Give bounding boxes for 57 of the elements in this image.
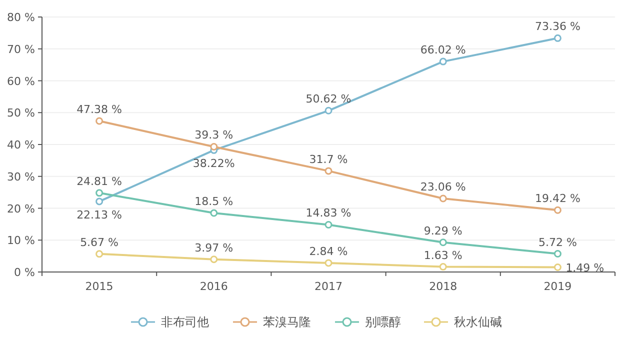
point [554, 34, 562, 42]
point [554, 264, 562, 271]
y-tick-label: 80 % [7, 11, 35, 24]
x-tick-label: 2015 [85, 280, 114, 293]
x-tick-label: 2016 [200, 280, 228, 293]
data-label: 14.83 % [306, 206, 352, 220]
y-tick-label: 20 % [7, 202, 35, 216]
point [210, 142, 218, 150]
legend-label: 别嘌醇 [365, 315, 401, 329]
data-label: 22.13 % [76, 208, 122, 222]
y-tick-label: 50 % [7, 106, 35, 120]
point [439, 194, 447, 202]
data-label: 1.49 % [566, 261, 604, 274]
data-label: 18.5 % [194, 195, 234, 208]
data-label: 38.22% [192, 157, 235, 170]
point [324, 167, 332, 175]
point [554, 250, 562, 258]
y-tick-label: 60 % [7, 74, 35, 88]
y-tick-label: 0 % [14, 266, 35, 279]
y-tick-label: 70 % [7, 42, 35, 56]
legend-label: 秋水仙碱 [454, 315, 502, 329]
data-label: 5.72 % [538, 236, 577, 249]
point [324, 106, 332, 114]
point [324, 220, 332, 228]
legend-label: 苯溴马隆 [263, 315, 311, 329]
data-label: 19.42 % [534, 192, 580, 206]
data-label: 31.7 % [309, 152, 348, 166]
y-tick-label: 10 % [7, 234, 35, 248]
data-label: 2.84 % [309, 244, 348, 258]
point [96, 250, 104, 258]
point [439, 58, 447, 66]
data-label: 3.97 % [194, 241, 234, 254]
data-label: 23.06 % [420, 180, 466, 194]
data-label: 73.36 % [534, 20, 580, 34]
data-label: 24.81 % [76, 174, 122, 188]
y-tick-label: 30 % [7, 170, 35, 184]
data-label: 66.02 % [420, 44, 466, 57]
x-tick-label: 2019 [544, 280, 572, 293]
point [324, 259, 332, 267]
point [96, 198, 104, 206]
point [439, 238, 447, 246]
point [96, 189, 104, 197]
point [210, 256, 218, 264]
y-tick-label: 40 % [7, 138, 35, 152]
legend-label: 非布司他 [161, 315, 209, 329]
data-label: 39.3 % [194, 128, 234, 142]
data-label: 5.67 % [80, 236, 119, 249]
data-label: 1.63 % [424, 248, 462, 262]
point [439, 263, 447, 271]
data-label: 50.62 % [306, 92, 352, 106]
point [96, 117, 104, 125]
data-label: 47.38 % [76, 102, 122, 116]
x-tick-label: 2018 [429, 280, 458, 293]
point [210, 209, 218, 217]
x-tick-label: 2017 [314, 280, 342, 293]
data-label: 9.29 % [424, 224, 462, 238]
point [554, 206, 562, 214]
